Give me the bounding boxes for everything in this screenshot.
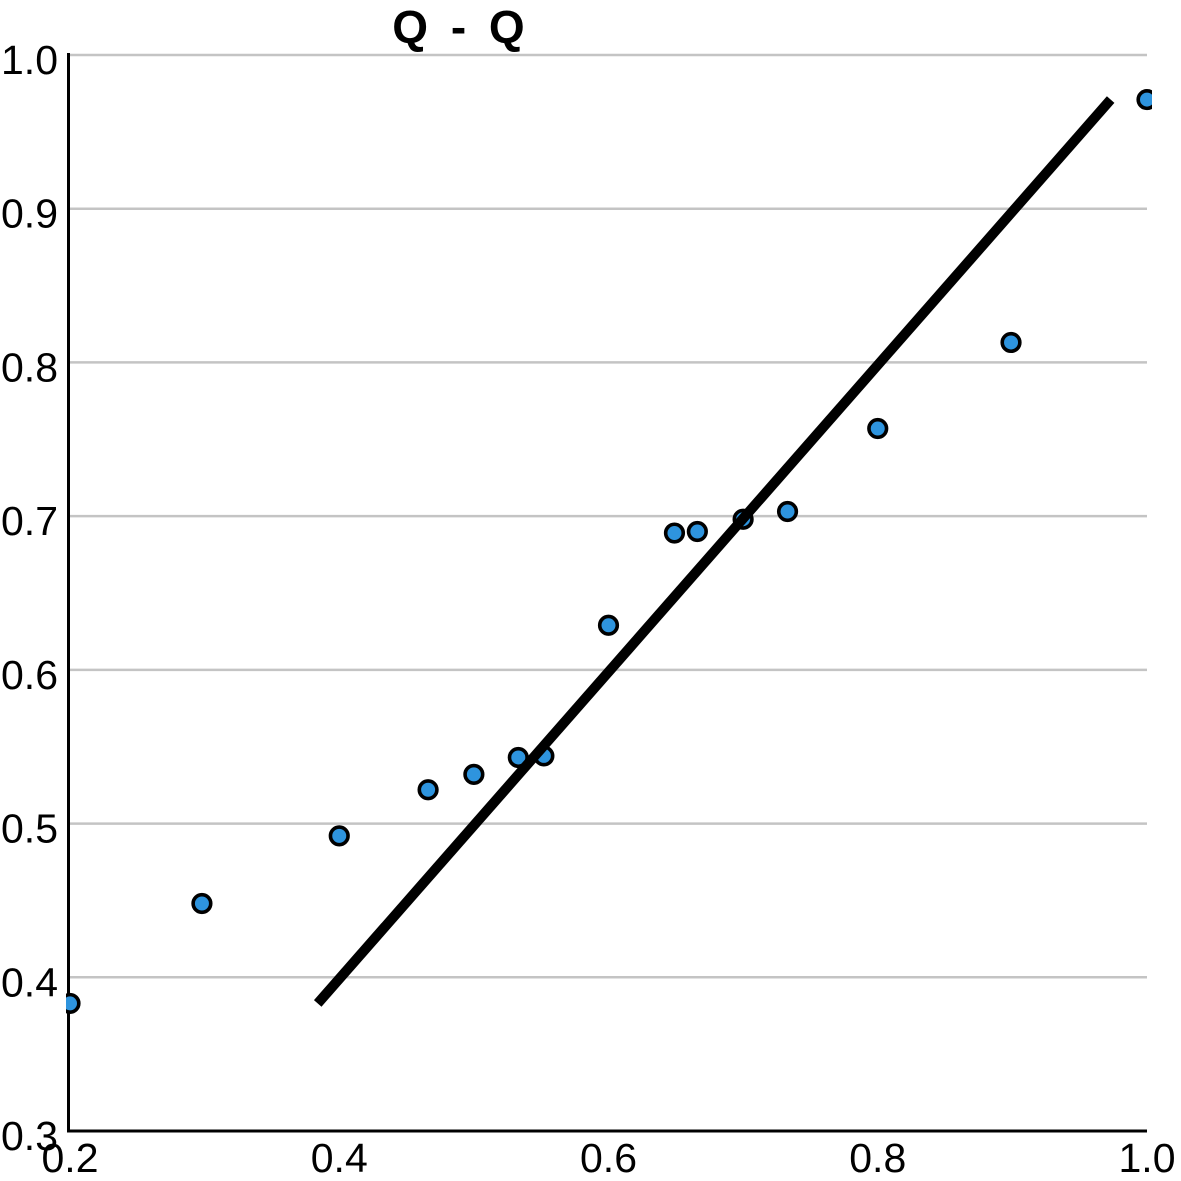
data-point (328, 825, 350, 847)
y-tick-label: 0.6 (1, 652, 58, 698)
y-tick-label: 1.0 (1, 37, 58, 83)
x-tick-label: 1.0 (1119, 1135, 1176, 1181)
x-tick-label: 0.8 (849, 1135, 906, 1181)
x-tick-label: 0.4 (311, 1135, 368, 1181)
tick-labels-group: 0.3 0.4 0.5 0.6 0.7 0.8 0.9 1.0 0.2 0.4 0.6 0.8 1.0 (1, 37, 1176, 1181)
y-tick-label: 0.7 (1, 498, 58, 544)
y-tick-label: 0.9 (1, 191, 58, 237)
reference-line-group (313, 96, 1115, 1007)
data-point (663, 522, 686, 544)
y-tick-label: 0.5 (1, 806, 58, 852)
data-point (191, 892, 213, 915)
chart-title: Q - Q (392, 1, 530, 53)
data-point (776, 500, 799, 523)
data-points-group (66, 88, 1152, 1015)
reference-line (313, 96, 1115, 1007)
data-point (597, 614, 620, 636)
data-point (463, 763, 485, 785)
x-tick-label: 0.2 (42, 1135, 99, 1181)
gridlines-group (70, 53, 1147, 979)
data-point (66, 992, 81, 1015)
y-tick-label: 0.8 (1, 344, 58, 390)
data-point (867, 417, 889, 440)
y-tick-label: 0.3 (1, 1113, 58, 1159)
x-tick-label: 0.6 (580, 1135, 637, 1181)
data-point (1136, 88, 1152, 111)
data-point (686, 520, 708, 543)
data-point (417, 779, 439, 801)
data-point (1000, 331, 1022, 354)
y-tick-label: 0.4 (1, 959, 58, 1005)
axes-group (67, 53, 1147, 1133)
